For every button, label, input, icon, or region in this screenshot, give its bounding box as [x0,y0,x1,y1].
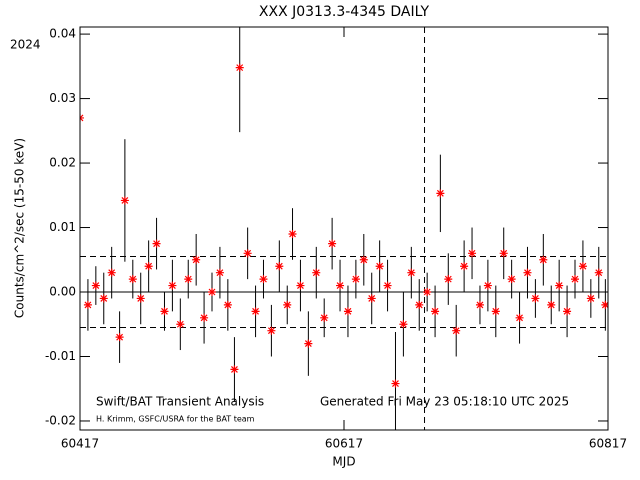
data-point [192,255,201,264]
data-point [436,189,445,198]
data-point [259,275,268,284]
data-point [288,229,297,238]
data-point [375,262,384,271]
data-point [115,333,124,342]
y-tick-label: -0.02 [45,413,76,427]
data-point [251,307,260,316]
data-point [444,275,453,284]
data-point [499,249,508,258]
data-point [468,249,477,258]
data-point [144,262,153,271]
data-point [99,294,108,303]
data-point [223,300,232,309]
data-point [160,307,169,316]
annotation: Swift/BAT Transient Analysis [96,395,264,409]
data-point [83,300,92,309]
data-point [184,275,193,284]
data-point [91,281,100,290]
y-tick-label: 0.02 [49,156,76,170]
data-point [391,379,400,388]
data-point [304,339,313,348]
x-tick-label: 60617 [325,437,363,451]
x-tick-label: 60417 [61,437,99,451]
data-point [483,281,492,290]
data-point [586,294,595,303]
data-point [563,307,572,316]
data-point [235,63,244,72]
data-point [243,249,252,258]
data-point [423,288,432,297]
data-point [367,294,376,303]
data-point [555,281,564,290]
data-point [571,275,579,284]
data-point [491,307,500,316]
data-point [460,262,469,271]
data-point [359,255,368,264]
data-point [601,300,608,309]
annotation: Generated Fri May 23 05:18:10 UTC 2025 [320,395,569,409]
data-point [431,307,440,316]
year-label: 2024 [10,38,41,52]
data-point [208,288,216,297]
y-tick-label: 0.00 [49,285,76,299]
y-tick-label: 0.04 [49,27,76,41]
data-point [320,313,329,322]
annotation: H. Krimm, GSFC/USRA for the BAT team [96,415,255,424]
y-tick-label: 0.03 [49,91,76,105]
data-point [120,196,129,205]
data-point [507,275,516,284]
data-point [452,326,461,335]
y-axis-label: Counts/cm^2/sec (15-50 keV) [13,138,27,318]
data-point [415,300,424,309]
data-point [523,268,532,277]
data-point [383,281,392,290]
plot-area [80,27,608,430]
data-point [407,268,416,277]
data-point [128,275,137,284]
data-point [336,281,345,290]
data-point [215,268,224,277]
y-tick-label: -0.01 [45,349,76,363]
data-point [351,275,360,284]
data-point [283,300,292,309]
data-point [578,262,587,271]
data-point [296,281,305,290]
data-point [312,268,321,277]
data-point [594,268,603,277]
data-point [547,300,556,309]
data-point [399,320,408,329]
data-point [539,255,548,264]
data-point [275,262,284,271]
data-point [515,313,524,322]
data-point [107,268,116,277]
y-tick-label: 0.01 [49,220,76,234]
data-point [152,239,161,248]
data-point [328,239,337,248]
x-tick-label: 60817 [589,437,627,451]
x-axis-label: MJD [332,455,355,469]
data-point [176,320,185,329]
chart-title: XXX J0313.3-4345 DAILY [259,4,430,20]
data-point [230,365,239,374]
data-point [343,307,352,316]
data-point [200,313,209,322]
data-point [136,294,145,303]
data-point [531,294,540,303]
data-point [475,300,484,309]
data-point [168,281,177,290]
data-point [267,326,276,335]
